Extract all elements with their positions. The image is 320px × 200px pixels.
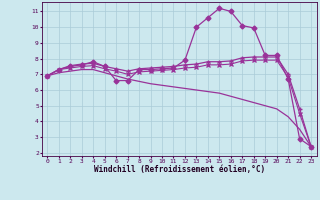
X-axis label: Windchill (Refroidissement éolien,°C): Windchill (Refroidissement éolien,°C) [94,165,265,174]
